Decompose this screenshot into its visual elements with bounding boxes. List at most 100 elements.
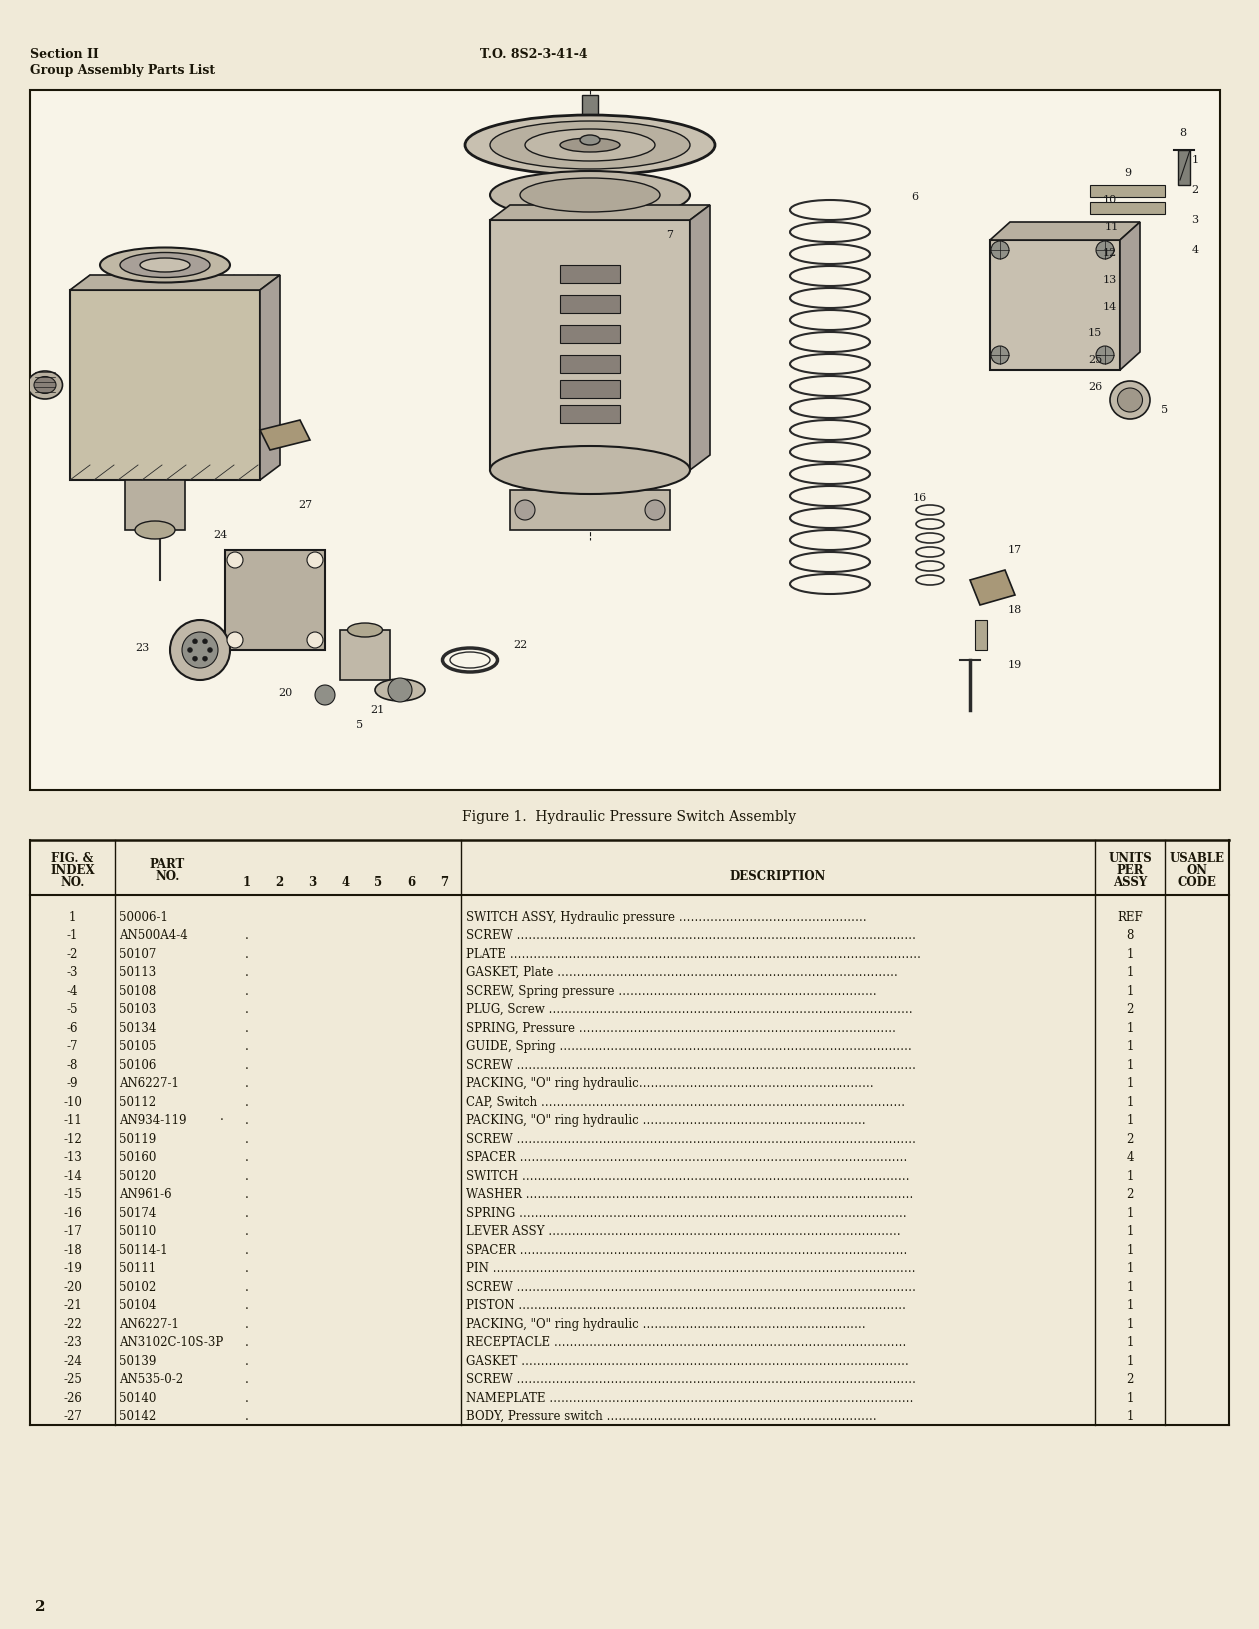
Text: DESCRIPTION: DESCRIPTION [730, 870, 826, 883]
Bar [1090, 202, 1165, 213]
Text: 2: 2 [1127, 1188, 1133, 1201]
Polygon shape [1121, 222, 1139, 370]
Text: .: . [244, 1373, 248, 1386]
Text: .: . [244, 1096, 248, 1109]
Text: 1: 1 [1127, 1280, 1133, 1293]
Polygon shape [990, 222, 1139, 239]
Bar [510, 490, 670, 529]
Text: -26: -26 [63, 1391, 82, 1404]
Ellipse shape [490, 121, 690, 169]
Text: 50112: 50112 [120, 1096, 156, 1109]
Text: 1: 1 [1127, 1021, 1133, 1034]
Text: ON: ON [1186, 863, 1207, 876]
Text: NO.: NO. [60, 876, 84, 889]
Text: -16: -16 [63, 1207, 82, 1220]
Text: 5: 5 [374, 876, 383, 889]
Text: .: . [244, 1152, 248, 1165]
Text: -17: -17 [63, 1225, 82, 1238]
Text: PACKING, "O" ring hydraulic …………………………………………………: PACKING, "O" ring hydraulic ………………………………… [466, 1318, 866, 1331]
Text: 15: 15 [1088, 327, 1102, 337]
Text: .: . [244, 1300, 248, 1313]
Text: 1: 1 [1127, 1096, 1133, 1109]
Bar [1090, 186, 1165, 197]
Text: Section II: Section II [30, 47, 98, 60]
Text: AN500A4-4: AN500A4-4 [120, 929, 188, 942]
Text: Figure 1.  Hydraulic Pressure Switch Assembly: Figure 1. Hydraulic Pressure Switch Asse… [462, 810, 796, 824]
Text: SCREW …………………………………………………………………………………………: SCREW ………………………………………………………………………………………… [466, 1132, 917, 1145]
Circle shape [188, 647, 193, 653]
Text: SWITCH ASSY, Hydraulic pressure …………………………………………: SWITCH ASSY, Hydraulic pressure ……………………… [466, 911, 866, 924]
Text: .: . [244, 1132, 248, 1145]
Text: -10: -10 [63, 1096, 82, 1109]
Text: .: . [244, 1336, 248, 1349]
Text: -9: -9 [67, 1077, 78, 1090]
Text: -22: -22 [63, 1318, 82, 1331]
Ellipse shape [135, 521, 175, 539]
Text: 10: 10 [1103, 195, 1117, 205]
Bar [225, 551, 325, 650]
Bar [560, 380, 619, 397]
Text: 1: 1 [69, 911, 77, 924]
Text: PER: PER [1117, 863, 1143, 876]
Text: PART: PART [150, 858, 185, 872]
Text: 50104: 50104 [120, 1300, 156, 1313]
Text: 22: 22 [512, 640, 528, 650]
Text: 25: 25 [1088, 355, 1102, 365]
Text: CODE: CODE [1177, 876, 1216, 889]
Polygon shape [71, 275, 279, 290]
Bar [30, 90, 1220, 790]
Text: REF: REF [1117, 911, 1143, 924]
Ellipse shape [580, 135, 601, 145]
Text: GASKET, Plate ……………………………………………………………………………: GASKET, Plate ……………………………………………………………………… [466, 966, 898, 979]
Text: 18: 18 [1008, 604, 1022, 616]
Text: -1: -1 [67, 929, 78, 942]
Text: AN961-6: AN961-6 [120, 1188, 171, 1201]
Text: 1: 1 [1127, 1207, 1133, 1220]
Circle shape [645, 500, 665, 520]
Bar [340, 630, 390, 679]
Text: -23: -23 [63, 1336, 82, 1349]
Text: SPRING ………………………………………………………………………………………: SPRING ……………………………………………………………………………………… [466, 1207, 906, 1220]
Text: .: . [244, 1391, 248, 1404]
Text: LEVER ASSY ………………………………………………………………………………: LEVER ASSY ……………………………………………………………………………… [466, 1225, 900, 1238]
Text: T.O. 8S2-3-41-4: T.O. 8S2-3-41-4 [480, 47, 588, 60]
Text: .: . [244, 1225, 248, 1238]
Text: 4: 4 [1127, 1152, 1134, 1165]
Text: 13: 13 [1103, 275, 1117, 285]
Bar [560, 266, 619, 283]
Text: .: . [244, 1207, 248, 1220]
Text: -8: -8 [67, 1059, 78, 1072]
Text: Group Assembly Parts List: Group Assembly Parts List [30, 64, 215, 77]
Text: 4: 4 [1191, 244, 1199, 256]
Circle shape [1097, 345, 1114, 363]
Text: 19: 19 [1008, 660, 1022, 670]
Ellipse shape [490, 446, 690, 494]
Text: SPACER ………………………………………………………………………………………: SPACER ……………………………………………………………………………………… [466, 1243, 908, 1256]
Text: 7: 7 [666, 230, 674, 239]
Text: AN6227-1: AN6227-1 [120, 1318, 179, 1331]
Polygon shape [969, 570, 1015, 604]
Ellipse shape [120, 252, 210, 277]
Text: BODY, Pressure switch ……………………………………………………………: BODY, Pressure switch ………………………………………………… [466, 1411, 876, 1424]
Text: 50108: 50108 [120, 984, 156, 997]
Text: 1: 1 [1127, 1355, 1133, 1368]
Text: -2: -2 [67, 948, 78, 961]
Circle shape [388, 678, 412, 702]
Text: .: . [244, 1114, 248, 1127]
Text: 1: 1 [1127, 1114, 1133, 1127]
Bar [990, 239, 1121, 370]
Text: 9: 9 [1124, 168, 1132, 178]
Text: PISTON ………………………………………………………………………………………: PISTON ……………………………………………………………………………………… [466, 1300, 906, 1313]
Ellipse shape [1110, 381, 1149, 419]
Text: -6: -6 [67, 1021, 78, 1034]
Text: .: . [244, 1077, 248, 1090]
Bar [490, 220, 690, 471]
Text: PLATE ……………………………………………………………………………………………: PLATE …………………………………………………………………………………………… [466, 948, 922, 961]
Text: AN3102C-10S-3P: AN3102C-10S-3P [120, 1336, 223, 1349]
Ellipse shape [465, 116, 715, 174]
Text: 1: 1 [1127, 1243, 1133, 1256]
Text: 5: 5 [1162, 406, 1168, 415]
Text: 1: 1 [1127, 1059, 1133, 1072]
Text: 1: 1 [1127, 1077, 1133, 1090]
Text: -11: -11 [63, 1114, 82, 1127]
